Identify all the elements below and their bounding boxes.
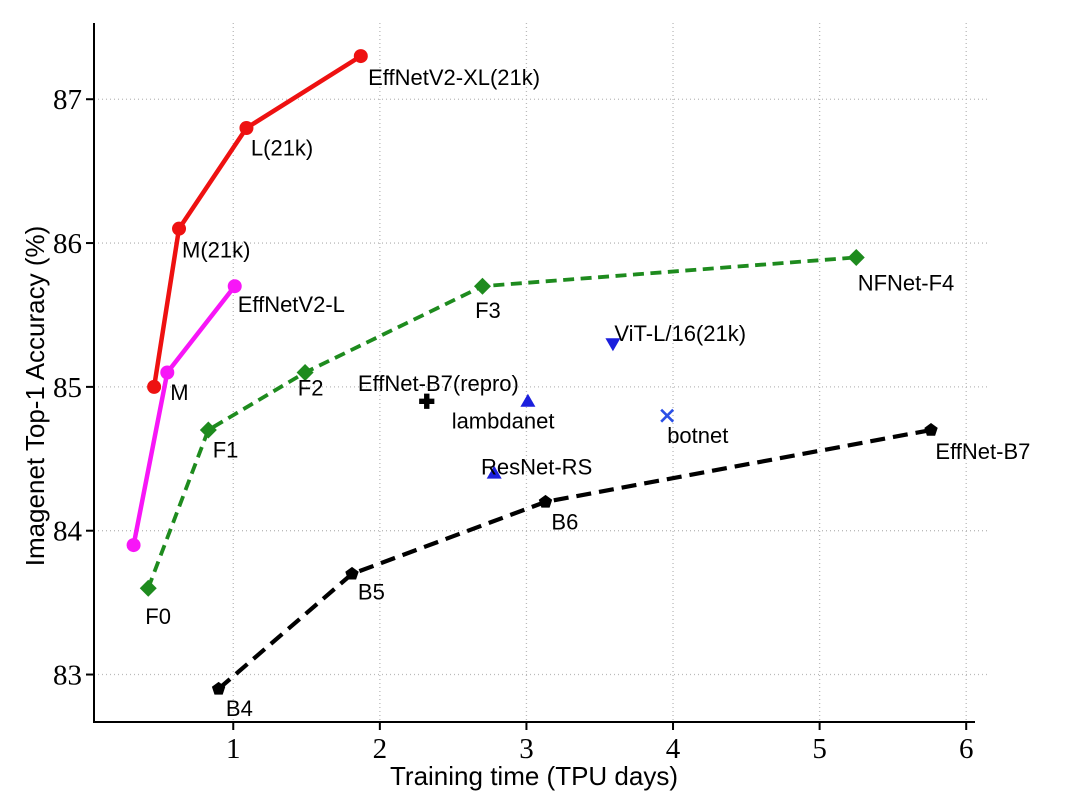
axes-layer: 1 2 3 4 5 6 83 84 85 86 87 (53, 23, 975, 765)
annotation-b4: B4 (226, 696, 253, 721)
y-axis-title: Imagenet Top-1 Accuracy (%) (20, 226, 50, 567)
annotation-m-21k: M(21k) (182, 237, 250, 262)
series-marker-effnet-3 (924, 423, 938, 436)
y-tick-label-86: 86 (53, 228, 82, 260)
x-tick-label-1: 1 (226, 733, 241, 765)
series-marker-nfnet-1 (199, 421, 217, 439)
annotation-lambdanet: lambdanet (452, 409, 555, 434)
annotation-effnet-b7-repro: EffNet-B7(repro) (358, 371, 519, 396)
series-marker-effnetv2-2 (227, 279, 242, 294)
series-marker-effnet-2 (538, 494, 553, 508)
grid-layer (94, 23, 987, 722)
series-marker-nfnet-4 (847, 248, 865, 266)
y-tick-label-85: 85 (53, 372, 82, 404)
series-marker-effnet-0 (211, 681, 226, 695)
series-marker-effnetv2-21k-0 (147, 379, 162, 394)
annotation-vit-l-16-21k: ViT-L/16(21k) (614, 321, 746, 346)
annotation-m: M (170, 380, 188, 405)
annotation-botnet: botnet (667, 423, 728, 448)
annotation-effnetv2-l: EffNetV2-L (238, 292, 345, 317)
scatter-marker-effnet-b7-repro (419, 393, 435, 409)
series-marker-nfnet-3 (473, 277, 491, 295)
annotation-b6: B6 (551, 509, 578, 534)
annotations-layer: EffNetV2-XL(21k) L(21k) M(21k) M EffNetV2-L F… (145, 65, 1030, 721)
annotation-resnet-rs: ResNet-RS (481, 455, 592, 480)
series-layer (126, 49, 938, 695)
series-marker-effnetv2-1 (160, 365, 175, 380)
series-marker-effnetv2-21k-1 (172, 221, 187, 236)
x-tick-label-2: 2 (373, 733, 388, 765)
x-axis-title: Training time (TPU days) (390, 761, 678, 791)
series-line-effnetv2 (131, 284, 237, 546)
y-tick-label-84: 84 (53, 516, 83, 548)
annotation-f0: F0 (145, 604, 171, 629)
series-marker-effnetv2-0 (126, 538, 141, 553)
annotation-l-21k: L(21k) (251, 135, 313, 160)
annotation-nfnet-f4: NFNet-F4 (858, 271, 955, 296)
scatter-marker-lambdanet (520, 393, 536, 407)
series-line-effnetv2-21k (151, 54, 362, 388)
scatter-marker-resnet-rs (486, 465, 502, 479)
scatter-marker-botnet (660, 408, 675, 423)
annotation-f2: F2 (298, 376, 324, 401)
series-marker-effnetv2-21k-2 (239, 120, 254, 135)
annotation-f1: F1 (213, 437, 239, 462)
annotation-effnetv2-xl-21k: EffNetV2-XL(21k) (368, 65, 540, 90)
annotation-effnet-b7: EffNet-B7 (935, 439, 1030, 464)
series-marker-effnet-1 (345, 566, 359, 580)
x-tick-label-4: 4 (666, 733, 681, 765)
series-line-effnet (217, 427, 932, 691)
y-tick-label-87: 87 (53, 84, 82, 116)
x-tick-label-3: 3 (519, 733, 534, 765)
y-tick-label-83: 83 (53, 660, 82, 692)
scatter-marker-vit-l-16-21k (605, 338, 621, 352)
x-tick-label-5: 5 (812, 733, 827, 765)
series-marker-effnetv2-21k-3 (353, 49, 368, 64)
annotation-b5: B5 (358, 580, 385, 605)
series-marker-nfnet-2 (296, 364, 314, 381)
series-marker-nfnet-0 (139, 579, 157, 597)
annotation-f3: F3 (475, 298, 501, 323)
x-tick-label-6: 6 (959, 733, 974, 765)
